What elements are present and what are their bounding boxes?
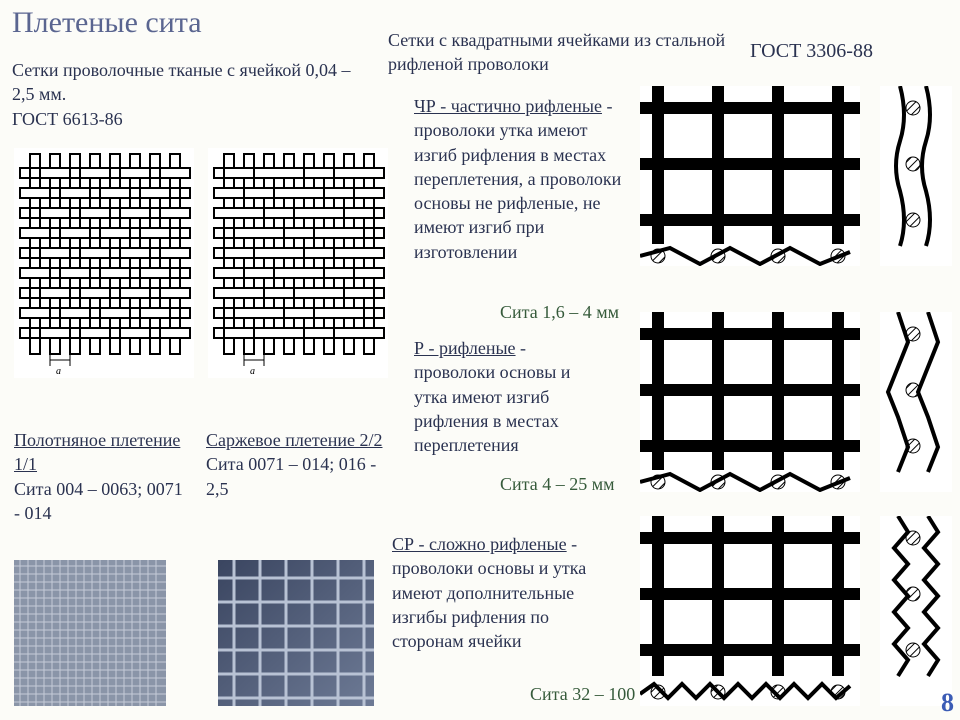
r-block: Р - рифленые - проволоки основы и утка и… <box>414 336 604 457</box>
left-subtitle: Сетки проволочные тканые с ячейкой 0,04 … <box>12 58 372 131</box>
page-number: 8 <box>941 688 954 718</box>
grid-figure-chr <box>640 86 860 266</box>
plain-weave-link[interactable]: Полотняное плетение 1/1 <box>14 430 180 474</box>
r-range: Сита 4 – 25 мм <box>500 474 615 495</box>
chr-block: ЧР - частично рифленые - проволоки утка … <box>414 94 624 264</box>
plain-weave-label: Полотняное плетение 1/1 Сита 004 – 0063;… <box>14 428 189 525</box>
gost-right: ГОСТ 3306-88 <box>750 40 873 63</box>
twill-weave-range: Сита 0071 – 014; 016 - 2,5 <box>206 454 376 498</box>
r-title[interactable]: Р - рифленые <box>414 338 516 358</box>
page-title: Плетеные сита <box>12 6 202 40</box>
sr-title[interactable]: СР - сложно рифленые <box>392 534 567 554</box>
weave-plain-diagram: a <box>14 148 194 378</box>
svg-text:a: a <box>250 366 255 377</box>
mesh-photo-plain <box>14 560 166 706</box>
chr-range: Сита 1,6 – 4 мм <box>500 302 619 323</box>
plain-weave-range: Сита 004 – 0063; 0071 - 014 <box>14 479 183 523</box>
side-figure-sr <box>880 516 952 706</box>
chr-desc: - проволоки утка имеют изгиб рифления в … <box>414 96 621 262</box>
svg-text:a: a <box>56 366 61 377</box>
weave-twill-diagram: a <box>208 148 388 378</box>
grid-figure-sr <box>640 516 860 706</box>
grid-figure-r <box>640 312 860 492</box>
twill-weave-label: Саржевое плетение 2/2 Сита 0071 – 014; 0… <box>206 428 386 501</box>
chr-title[interactable]: ЧР - частично рифленые <box>414 96 602 116</box>
side-figure-chr <box>880 86 952 266</box>
sr-block: СР - сложно рифленые - проволоки основы … <box>392 532 622 653</box>
twill-weave-link[interactable]: Саржевое плетение 2/2 <box>206 430 382 450</box>
side-figure-r <box>880 312 952 492</box>
mesh-photo-twill <box>218 560 374 706</box>
right-subtitle: Сетки с квадратными ячейками из стальной… <box>388 28 728 77</box>
